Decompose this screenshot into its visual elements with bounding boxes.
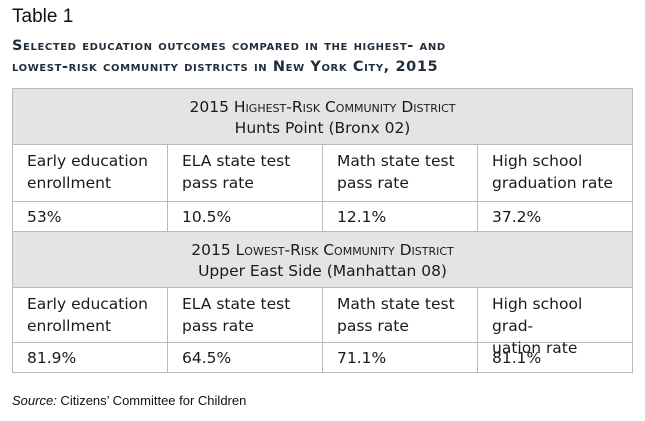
column-label-line: Math state test — [337, 152, 455, 170]
table-row-labels: Early education enrollment ELA state tes… — [12, 144, 634, 202]
cell-value: 37.2% — [492, 208, 542, 226]
column-label-line: pass rate — [337, 317, 409, 335]
value-cell: 12.1% — [322, 201, 478, 232]
value-cell: 81.1% — [476, 342, 634, 373]
column-header-cell: Early education enrollment — [12, 287, 168, 343]
column-header-cell: Math state test pass rate — [322, 287, 478, 343]
cell-value: 53% — [27, 208, 62, 226]
column-header-cell: Math state test pass rate — [322, 144, 478, 202]
section-title: 2015 Highest-Risk Community District — [189, 98, 456, 116]
value-cell: 64.5% — [167, 342, 323, 373]
caption-line-1: Selected education outcomes compared in … — [12, 38, 446, 54]
column-label-line: ELA state test — [182, 152, 291, 170]
value-cell: 53% — [12, 201, 168, 232]
cell-value: 10.5% — [182, 208, 232, 226]
column-label-line: enrollment — [27, 174, 112, 192]
cell-value: 12.1% — [337, 208, 387, 226]
column-label-line: Math state test — [337, 295, 455, 313]
value-cell: 10.5% — [167, 201, 323, 232]
column-label-line: pass rate — [182, 174, 254, 192]
section-subtitle: Hunts Point (Bronx 02) — [234, 119, 411, 137]
source-lead: Source: — [12, 393, 57, 408]
column-label-line: Early education — [27, 152, 148, 170]
section-header-lowest-risk: 2015 Lowest-Risk Community District Uppe… — [11, 231, 634, 288]
caption-line-2: lowest-risk community districts in New Y… — [12, 59, 439, 75]
value-cell: 71.1% — [322, 342, 478, 373]
column-header-cell: ELA state test pass rate — [167, 287, 323, 343]
column-label-line: High school grad- — [492, 295, 583, 335]
table-row-labels: Early education enrollment ELA state tes… — [12, 287, 634, 357]
source-note: Source: Citizens’ Committee for Children — [12, 393, 246, 408]
column-label-line: pass rate — [182, 317, 254, 335]
column-header-cell: High school graduation rate — [476, 144, 634, 202]
value-cell: 37.2% — [476, 201, 634, 232]
table-row-values: 53% 10.5% 12.1% 37.2% — [12, 201, 634, 232]
source-text: Citizens’ Committee for Children — [56, 393, 247, 408]
column-label-line: High school — [492, 152, 583, 170]
table-number-label: Table 1 — [12, 6, 74, 27]
section-subtitle: Upper East Side (Manhattan 08) — [198, 262, 447, 280]
column-header-cell: High school grad- uation rate — [476, 287, 634, 357]
cell-value: 71.1% — [337, 349, 387, 367]
education-outcomes-table: 2015 Highest-Risk Community District Hun… — [11, 88, 634, 373]
cell-value: 81.9% — [27, 349, 77, 367]
column-label-line: pass rate — [337, 174, 409, 192]
column-label-line: ELA state test — [182, 295, 291, 313]
cell-value: 81.1% — [492, 349, 542, 367]
table-row-values: 81.9% 64.5% 71.1% 81.1% — [12, 342, 634, 373]
section-title: 2015 Lowest-Risk Community District — [191, 241, 454, 259]
cell-value: 64.5% — [182, 349, 232, 367]
column-label-line: graduation rate — [492, 174, 613, 192]
value-cell: 81.9% — [12, 342, 168, 373]
column-label-line: enrollment — [27, 317, 112, 335]
column-header-cell: ELA state test pass rate — [167, 144, 323, 202]
column-header-cell: Early education enrollment — [12, 144, 168, 202]
column-label-line: Early education — [27, 295, 148, 313]
table-caption: Selected education outcomes compared in … — [12, 36, 632, 78]
section-header-highest-risk: 2015 Highest-Risk Community District Hun… — [11, 88, 634, 145]
column-label-line: uation rate — [492, 339, 578, 357]
